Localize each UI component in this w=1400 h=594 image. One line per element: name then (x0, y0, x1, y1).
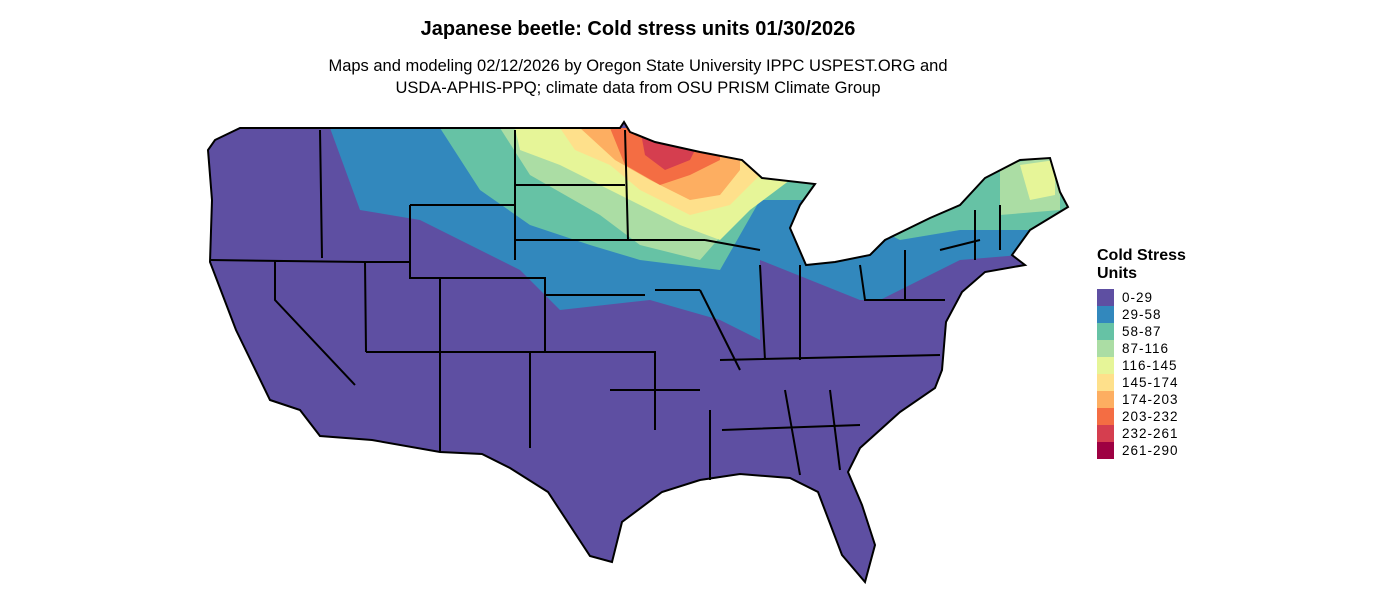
legend-label: 261-290 (1122, 443, 1179, 458)
legend-swatch (1097, 391, 1114, 408)
subtitle-line-1: Maps and modeling 02/12/2026 by Oregon S… (328, 57, 948, 75)
legend-item: 174-203 (1097, 391, 1186, 408)
legend-swatch (1097, 425, 1114, 442)
legend-swatch (1097, 306, 1114, 323)
legend-item: 58-87 (1097, 323, 1186, 340)
legend-label: 87-116 (1122, 341, 1170, 356)
legend-title-line-2: Units (1097, 265, 1137, 282)
legend-swatch (1097, 340, 1114, 357)
legend-label: 203-232 (1122, 409, 1179, 424)
legend-item: 0-29 (1097, 289, 1186, 306)
legend-items: 0-29 29-58 58-87 87-116 116-145 145-174 174-20… (1097, 289, 1186, 459)
legend-swatch (1097, 442, 1114, 459)
state-borders (207, 121, 1069, 583)
legend-item: 116-145 (1097, 357, 1186, 374)
map-subtitle: Maps and modeling 02/12/2026 by Oregon S… (0, 55, 1276, 99)
map-title: Japanese beetle: Cold stress units 01/30… (420, 18, 856, 40)
legend-title: Cold Stress Units (1097, 247, 1186, 283)
legend-item: 29-58 (1097, 306, 1186, 323)
subtitle-line-2: USDA-APHIS-PPQ; climate data from OSU PR… (395, 79, 881, 97)
map-fill (208, 122, 1068, 582)
legend-label: 0-29 (1122, 290, 1154, 305)
legend-title-line-1: Cold Stress (1097, 247, 1186, 264)
legend-swatch (1097, 374, 1114, 391)
legend-label: 58-87 (1122, 324, 1162, 339)
legend-label: 145-174 (1122, 375, 1179, 390)
legend-swatch (1097, 357, 1114, 374)
legend-label: 116-145 (1122, 358, 1178, 373)
legend-item: 203-232 (1097, 408, 1186, 425)
legend-item: 232-261 (1097, 425, 1186, 442)
legend-swatch (1097, 408, 1114, 425)
legend-item: 145-174 (1097, 374, 1186, 391)
legend-swatch (1097, 323, 1114, 340)
legend-label: 29-58 (1122, 307, 1162, 322)
legend: Cold Stress Units 0-29 29-58 58-87 87-116 11… (1097, 247, 1186, 459)
legend-item: 261-290 (1097, 442, 1186, 459)
legend-swatch (1097, 289, 1114, 306)
legend-item: 87-116 (1097, 340, 1186, 357)
legend-label: 174-203 (1122, 392, 1179, 407)
legend-label: 232-261 (1122, 426, 1179, 441)
